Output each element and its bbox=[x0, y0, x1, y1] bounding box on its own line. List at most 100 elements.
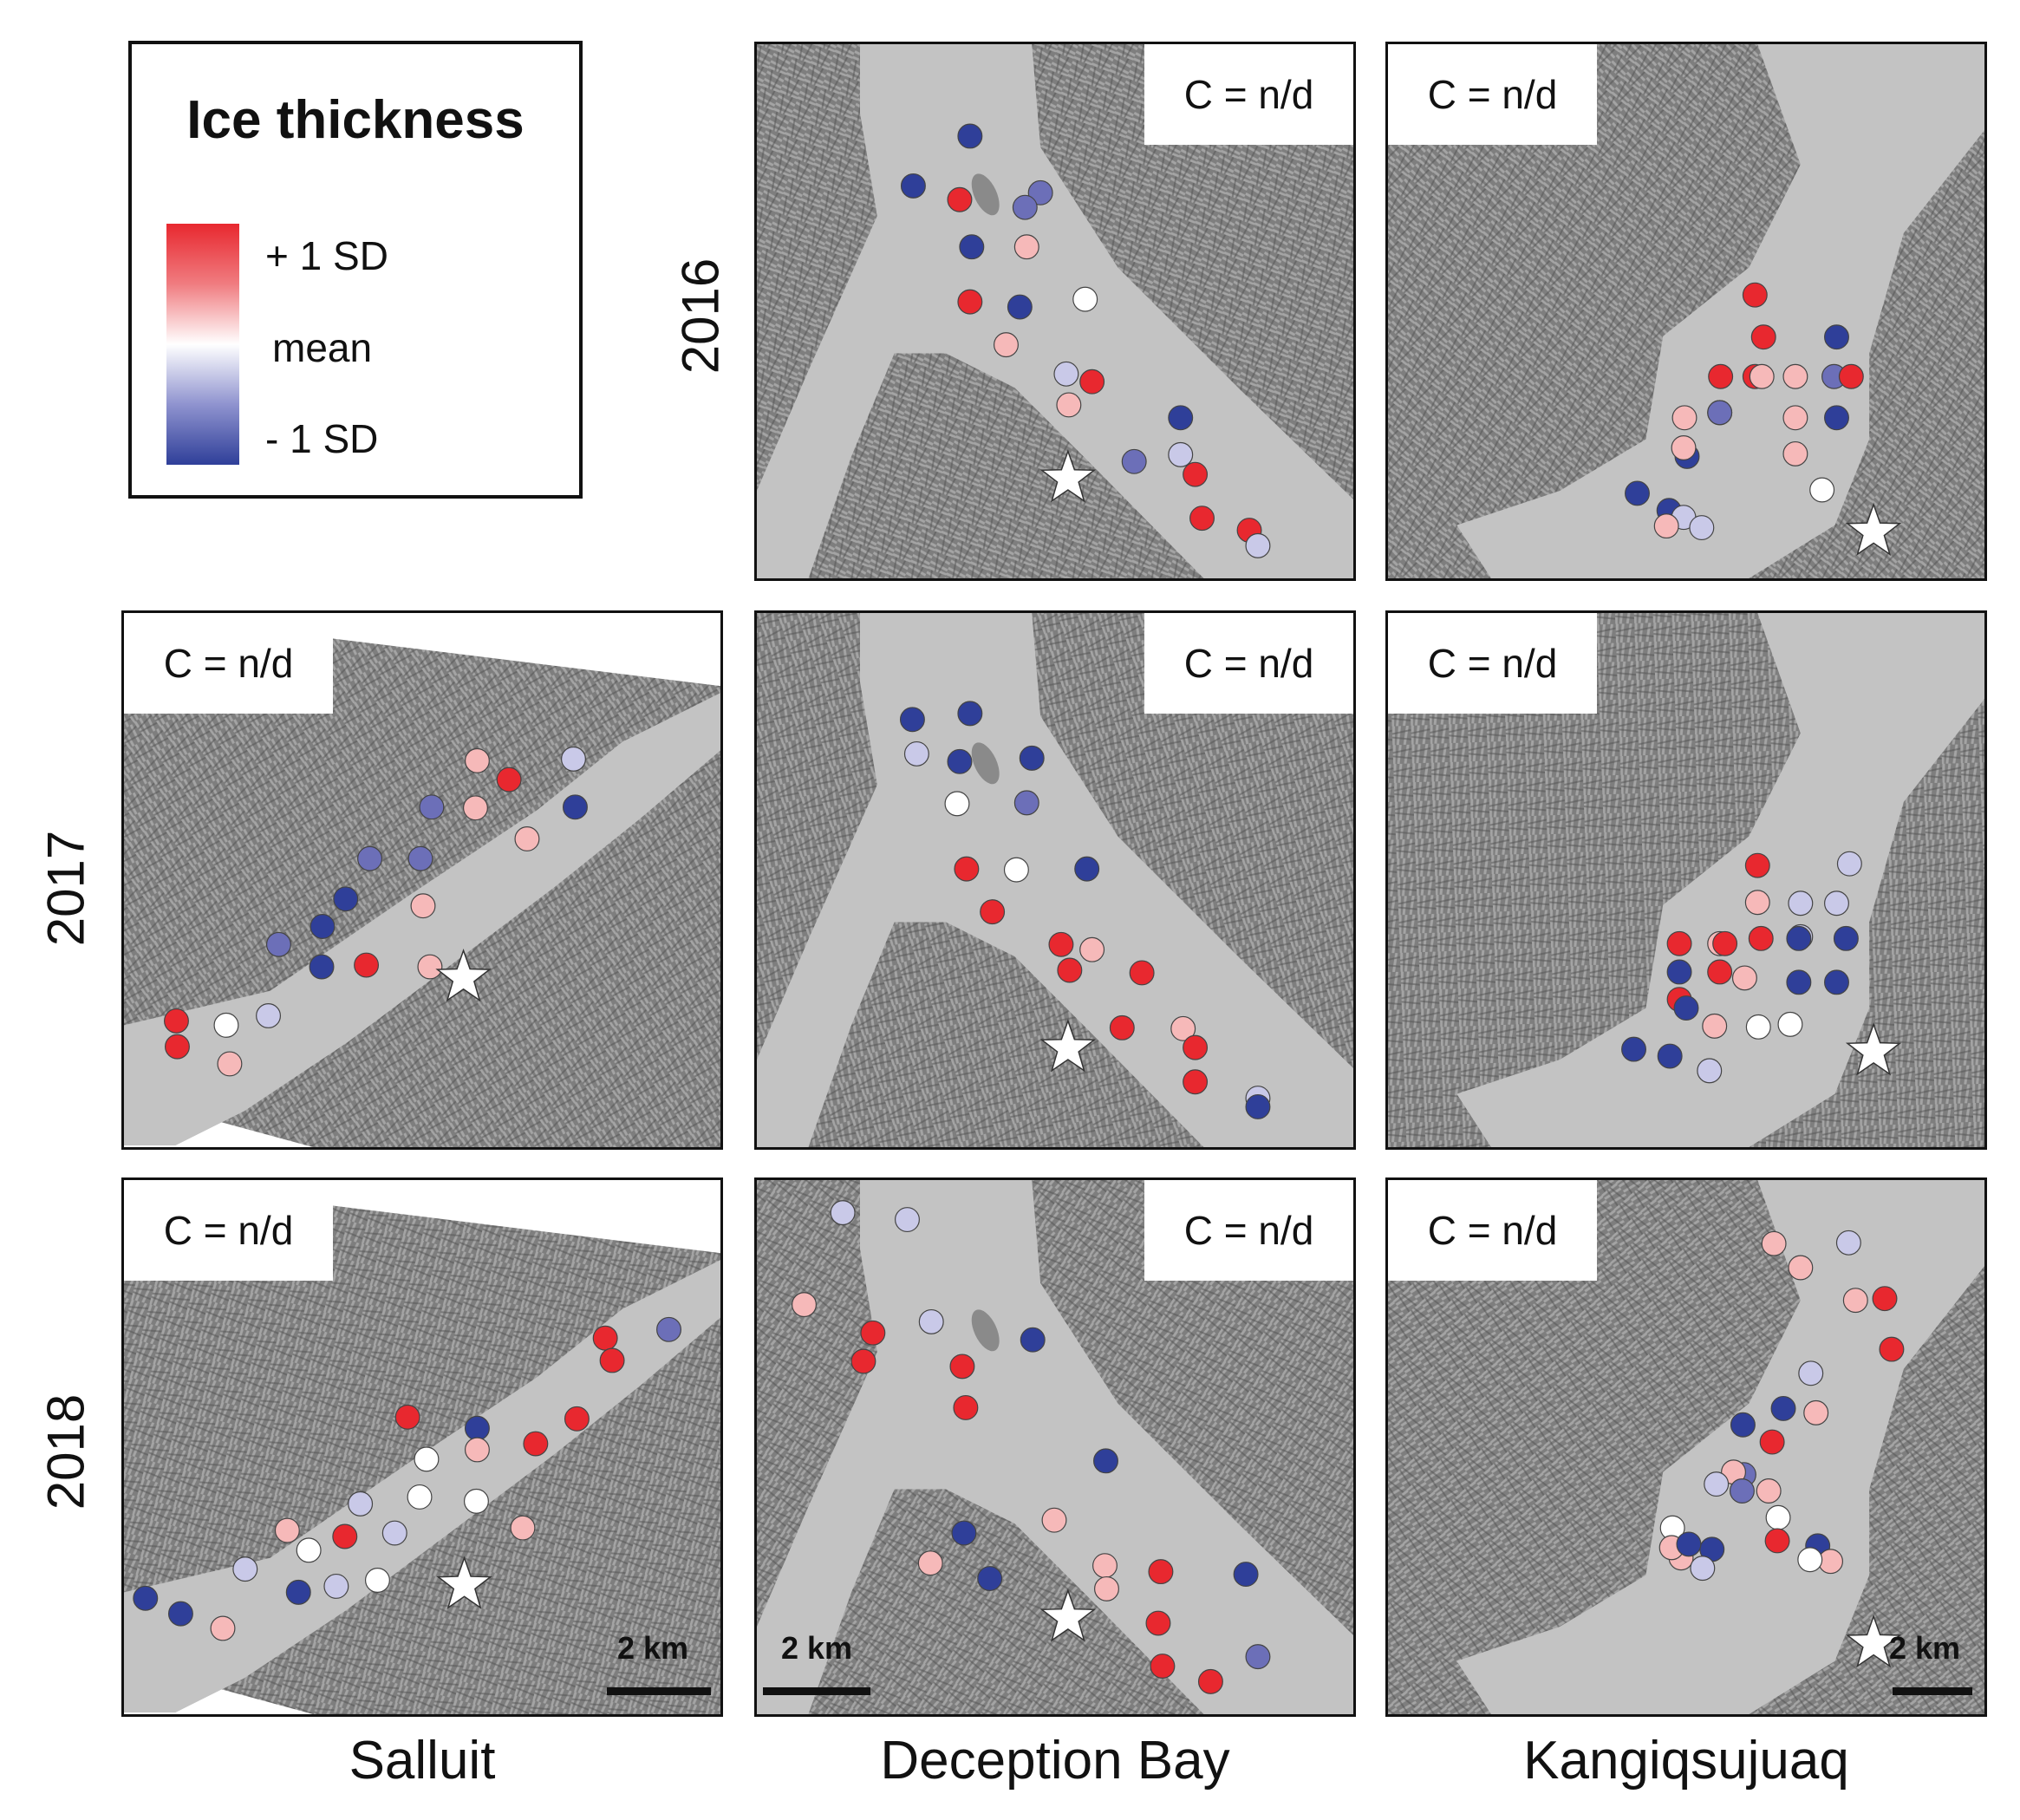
measurement-point bbox=[364, 1568, 390, 1593]
water-area bbox=[757, 613, 1353, 1147]
measurement-point bbox=[1731, 965, 1757, 991]
community-star-icon bbox=[436, 1556, 492, 1609]
community-star-icon bbox=[1039, 449, 1097, 503]
color-scale-bar bbox=[166, 224, 239, 465]
measurement-point bbox=[1756, 1478, 1782, 1504]
measurement-point bbox=[980, 899, 1006, 925]
correlation-label: C = n/d bbox=[1388, 613, 1597, 714]
measurement-point bbox=[1824, 969, 1849, 995]
measurement-point bbox=[1183, 1034, 1209, 1060]
site-label-deception-bay: Deception Bay bbox=[880, 1731, 1230, 1791]
measurement-point bbox=[957, 289, 983, 315]
measurement-point bbox=[310, 914, 336, 939]
measurement-point bbox=[1824, 890, 1849, 917]
measurement-point bbox=[419, 794, 445, 820]
measurement-point bbox=[523, 1431, 549, 1457]
measurement-point bbox=[1777, 1011, 1803, 1037]
measurement-point bbox=[1170, 1015, 1196, 1041]
measurement-point bbox=[947, 186, 973, 212]
measurement-point bbox=[947, 748, 973, 774]
measurement-point bbox=[959, 234, 985, 260]
measurement-point bbox=[296, 1537, 322, 1563]
measurement-point bbox=[496, 766, 522, 793]
measurement-point bbox=[1676, 1531, 1702, 1557]
measurement-point bbox=[1048, 931, 1074, 957]
measurement-point bbox=[1121, 448, 1147, 474]
measurement-point bbox=[463, 1488, 489, 1514]
measurement-point bbox=[167, 1601, 193, 1627]
measurement-point bbox=[133, 1585, 159, 1611]
measurement-point bbox=[1749, 363, 1775, 389]
measurement-point bbox=[354, 952, 380, 978]
community-star-icon bbox=[1845, 1614, 1902, 1668]
measurement-point bbox=[1168, 441, 1194, 467]
community-star-icon bbox=[1039, 1588, 1097, 1642]
measurement-point bbox=[1072, 286, 1098, 312]
measurement-point bbox=[1750, 324, 1776, 350]
measurement-point bbox=[1094, 1575, 1119, 1601]
measurement-point bbox=[164, 1034, 190, 1060]
measurement-point bbox=[1824, 324, 1849, 350]
measurement-point bbox=[1671, 405, 1697, 431]
measurement-point bbox=[333, 886, 359, 912]
measurement-point bbox=[1690, 1556, 1716, 1582]
site-label-kangiqsujuaq: Kangiqsujuaq bbox=[1523, 1731, 1849, 1791]
measurement-point bbox=[1788, 1255, 1814, 1281]
map-panel-deception-bay-2016: C = n/d bbox=[754, 42, 1356, 581]
measurement-point bbox=[410, 893, 436, 919]
measurement-point bbox=[1145, 1610, 1171, 1636]
measurement-point bbox=[1803, 1399, 1829, 1425]
measurement-point bbox=[1744, 890, 1770, 916]
measurement-point bbox=[309, 954, 335, 980]
measurement-point bbox=[332, 1523, 358, 1549]
measurement-point bbox=[1079, 936, 1105, 962]
measurement-point bbox=[1745, 1014, 1771, 1040]
measurement-point bbox=[1782, 440, 1808, 466]
measurement-point bbox=[1707, 959, 1733, 985]
measurement-point bbox=[1013, 234, 1039, 260]
measurement-point bbox=[1013, 790, 1039, 816]
measurement-point bbox=[899, 707, 925, 733]
map-panel-salluit-2018: C = n/d bbox=[121, 1177, 723, 1717]
measurement-point bbox=[1798, 1360, 1824, 1386]
measurement-point bbox=[417, 954, 443, 980]
measurement-point bbox=[954, 856, 980, 882]
measurement-point bbox=[1712, 930, 1738, 956]
measurement-point bbox=[1621, 1036, 1647, 1062]
measurement-point bbox=[1092, 1553, 1118, 1579]
measurement-point bbox=[1245, 1093, 1271, 1119]
community-star-icon bbox=[1845, 502, 1902, 556]
measurement-point bbox=[656, 1316, 681, 1342]
measurement-point bbox=[918, 1308, 944, 1334]
measurement-point bbox=[1168, 405, 1194, 431]
measurement-point bbox=[951, 1520, 977, 1546]
correlation-label: C = n/d bbox=[1388, 44, 1597, 145]
measurement-point bbox=[1770, 1395, 1796, 1421]
measurement-point bbox=[1057, 957, 1083, 983]
year-label-2016: 2016 bbox=[671, 258, 730, 375]
measurement-point bbox=[1824, 405, 1849, 431]
measurement-point bbox=[232, 1556, 258, 1582]
correlation-label: C = n/d bbox=[1144, 613, 1353, 714]
community-star-icon bbox=[1039, 1019, 1097, 1073]
water-area bbox=[1456, 44, 1984, 578]
measurement-point bbox=[213, 1012, 239, 1038]
measurement-point bbox=[163, 1008, 189, 1034]
correlation-label: C = n/d bbox=[1144, 1180, 1353, 1281]
legend-title: Ice thickness bbox=[186, 90, 525, 150]
measurement-point bbox=[599, 1347, 625, 1373]
measurement-point bbox=[1056, 392, 1082, 418]
scale-bar-line bbox=[607, 1687, 711, 1695]
measurement-point bbox=[1041, 1507, 1067, 1533]
measurement-point bbox=[407, 1484, 433, 1510]
measurement-point bbox=[1197, 1668, 1223, 1694]
measurement-point bbox=[1148, 1559, 1174, 1585]
map-panel-deception-bay-2017: C = n/d bbox=[754, 610, 1356, 1150]
measurement-point bbox=[1093, 1448, 1118, 1474]
measurement-point bbox=[1697, 1058, 1723, 1084]
community-star-icon bbox=[435, 948, 492, 1002]
measurement-point bbox=[1666, 959, 1692, 985]
measurement-point bbox=[1786, 925, 1812, 951]
measurement-point bbox=[1786, 969, 1812, 995]
measurement-point bbox=[1744, 852, 1770, 878]
